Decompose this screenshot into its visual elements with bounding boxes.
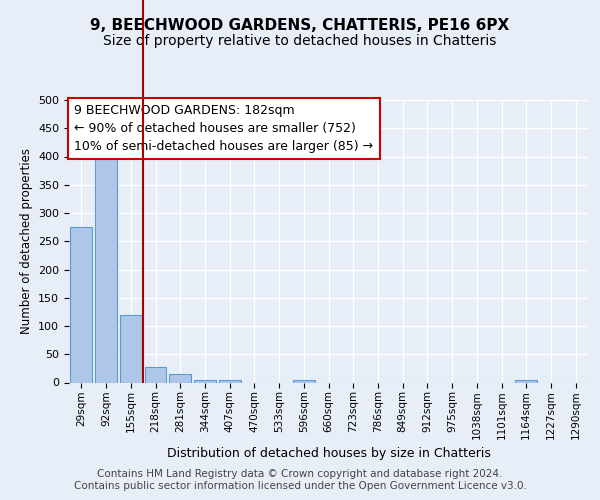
Bar xyxy=(120,314,142,382)
Bar xyxy=(95,154,117,382)
Bar xyxy=(169,374,191,382)
Y-axis label: Number of detached properties: Number of detached properties xyxy=(20,148,32,334)
Bar xyxy=(515,380,537,382)
Bar xyxy=(145,366,166,382)
Text: Contains HM Land Registry data © Crown copyright and database right 2024.
Contai: Contains HM Land Registry data © Crown c… xyxy=(74,470,526,491)
Text: 9 BEECHWOOD GARDENS: 182sqm
← 90% of detached houses are smaller (752)
10% of se: 9 BEECHWOOD GARDENS: 182sqm ← 90% of det… xyxy=(74,104,373,153)
Bar xyxy=(293,380,314,382)
Text: Size of property relative to detached houses in Chatteris: Size of property relative to detached ho… xyxy=(103,34,497,48)
X-axis label: Distribution of detached houses by size in Chatteris: Distribution of detached houses by size … xyxy=(167,447,490,460)
Bar xyxy=(70,227,92,382)
Bar xyxy=(194,380,216,382)
Text: 9, BEECHWOOD GARDENS, CHATTERIS, PE16 6PX: 9, BEECHWOOD GARDENS, CHATTERIS, PE16 6P… xyxy=(91,18,509,32)
Bar xyxy=(219,380,241,382)
